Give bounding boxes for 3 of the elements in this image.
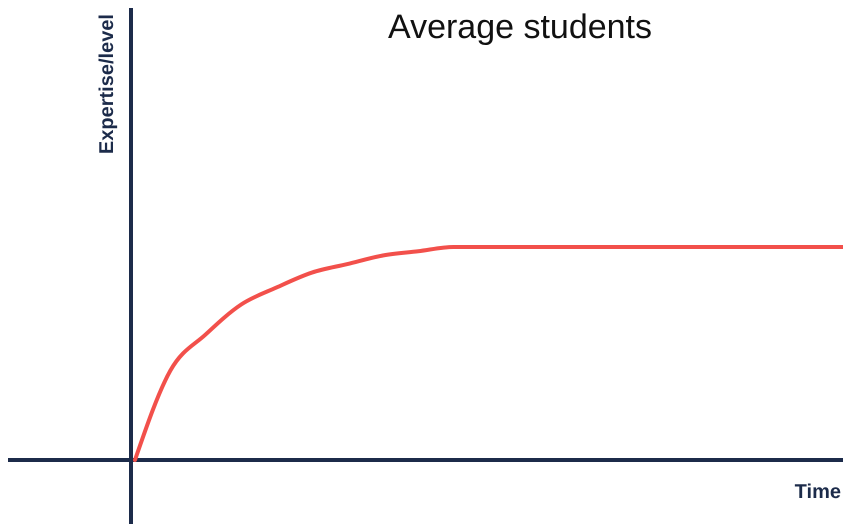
x-axis-title: Time — [794, 481, 841, 503]
chart-title: Average students — [388, 8, 652, 46]
y-axis-title: Expertise/level — [96, 14, 118, 154]
